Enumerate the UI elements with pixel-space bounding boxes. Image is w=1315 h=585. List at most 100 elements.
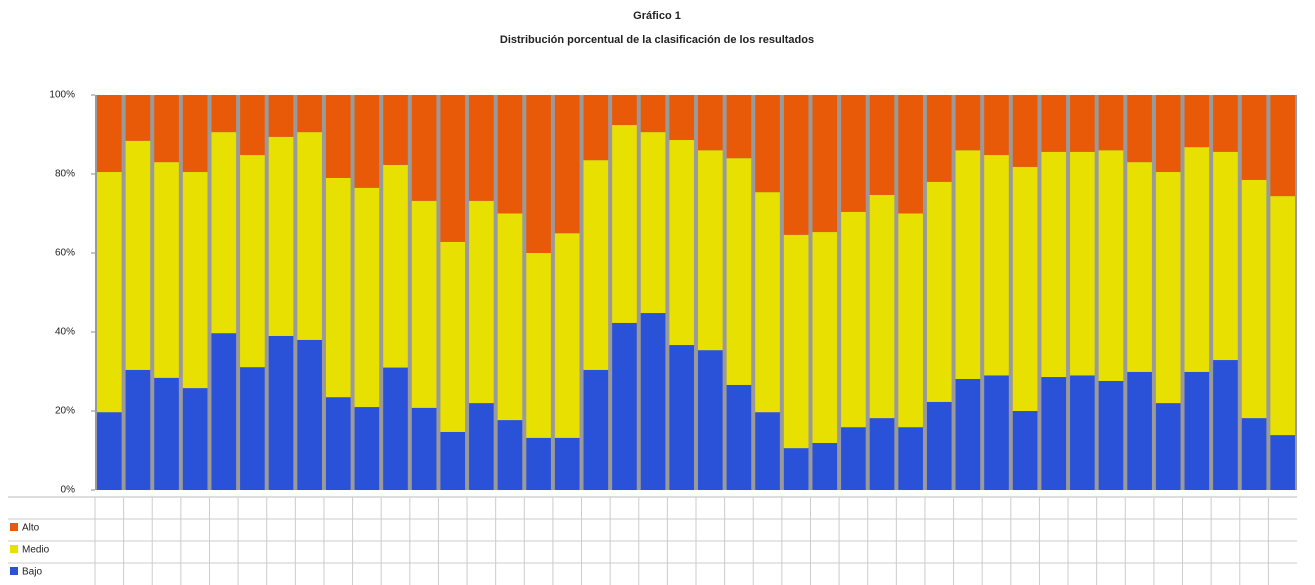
- bar-segment: [926, 401, 952, 490]
- y-tick-label: 0%: [61, 485, 76, 496]
- bar-segment: [268, 95, 294, 137]
- bar-segment: [755, 95, 780, 193]
- bar-segment: [1127, 95, 1152, 163]
- bar-segment: [783, 234, 809, 449]
- bar-segment: [583, 160, 609, 370]
- bar-segment: [726, 95, 752, 159]
- bar-segment: [1213, 95, 1238, 152]
- bar-segment: [97, 412, 122, 490]
- bar-segment: [440, 431, 466, 490]
- bar-segment: [182, 172, 208, 389]
- bar-segment: [182, 388, 208, 490]
- bar-segment: [497, 95, 523, 214]
- bar-segment: [698, 95, 723, 151]
- bar-segment: [1098, 380, 1124, 490]
- bar-segment: [125, 369, 151, 490]
- bar-segment: [411, 407, 437, 490]
- bar-segment: [612, 125, 637, 323]
- bar-segment: [526, 253, 551, 438]
- bar-segment: [812, 442, 838, 490]
- bar-segment: [1213, 360, 1238, 490]
- bar-segment: [1127, 162, 1152, 372]
- bar-segment: [1241, 418, 1267, 490]
- bar-segment: [469, 200, 494, 404]
- chart-subtitle: Distribución porcentual de la clasificac…: [500, 34, 814, 46]
- bar-segment: [1041, 95, 1067, 152]
- bar-segment: [1041, 151, 1067, 378]
- legend-label: Alto: [22, 523, 40, 534]
- bar-segment: [1270, 95, 1295, 197]
- bar-segment: [640, 313, 666, 490]
- legend-label: Medio: [22, 545, 50, 556]
- bar-segment: [97, 95, 122, 173]
- bar-segment: [497, 420, 523, 490]
- bar-segment: [612, 322, 637, 490]
- bar-segment: [469, 403, 494, 490]
- bar-segment: [554, 233, 580, 438]
- bar-segment: [154, 95, 179, 163]
- bar-segment: [1012, 95, 1038, 167]
- bar-segment: [554, 95, 580, 234]
- bar-segment: [154, 162, 179, 378]
- bar-segment: [755, 412, 780, 490]
- bar-segment: [955, 379, 981, 490]
- bar-segment: [1184, 371, 1210, 490]
- bar-segment: [554, 437, 580, 490]
- bar-segment: [354, 187, 380, 408]
- bar-segment: [984, 95, 1009, 156]
- bar-segment: [841, 211, 866, 428]
- bar-segment: [125, 95, 151, 141]
- bar-segment: [325, 177, 351, 398]
- chart-title: Gráfico 1: [633, 10, 681, 22]
- bar-segment: [1241, 95, 1267, 180]
- bar-segment: [1213, 151, 1238, 361]
- bar-segment: [1070, 375, 1095, 490]
- bar-segment: [1070, 95, 1095, 152]
- bar-segment: [612, 95, 637, 126]
- legend-swatch: [10, 545, 18, 553]
- bar-segment: [97, 172, 122, 413]
- bar-segment: [698, 350, 723, 490]
- y-tick-label: 80%: [55, 169, 75, 180]
- bar-segment: [1270, 435, 1295, 490]
- bar-segment: [783, 95, 809, 235]
- bar-segment: [211, 95, 237, 133]
- bar-segment: [698, 150, 723, 351]
- y-tick-label: 100%: [49, 90, 75, 101]
- bar-segment: [1012, 411, 1038, 490]
- bar-segment: [984, 155, 1009, 376]
- bar-segment: [841, 95, 866, 212]
- bar-segment: [984, 375, 1009, 490]
- bar-segment: [325, 95, 351, 178]
- bar-segment: [1184, 95, 1210, 148]
- bar-segment: [526, 95, 551, 253]
- bar-segment: [1241, 179, 1267, 419]
- bar-segment: [640, 132, 666, 314]
- bar-segment: [1070, 151, 1095, 376]
- bar-segment: [898, 213, 923, 428]
- bar-segment: [440, 95, 466, 242]
- bar-segment: [955, 150, 981, 380]
- bar-segment: [926, 95, 952, 182]
- bar-segment: [669, 345, 694, 490]
- bar-segment: [783, 448, 809, 490]
- bar-segment: [726, 158, 752, 385]
- bar-segment: [1041, 377, 1067, 490]
- bar-segment: [526, 437, 551, 490]
- bar-segment: [240, 155, 265, 368]
- bar-segment: [268, 335, 294, 490]
- bar-segment: [955, 95, 981, 151]
- bar-segment: [1098, 95, 1124, 151]
- bar-segment: [354, 95, 380, 188]
- bar-segment: [640, 95, 666, 133]
- bar-segment: [1155, 403, 1181, 490]
- bar-segment: [1155, 172, 1181, 404]
- bar-segment: [1270, 196, 1295, 436]
- bar-segment: [869, 95, 895, 195]
- y-tick-label: 60%: [55, 248, 75, 259]
- bar-segment: [1098, 150, 1124, 381]
- bar-segment: [898, 95, 923, 214]
- bar-segment: [1155, 95, 1181, 173]
